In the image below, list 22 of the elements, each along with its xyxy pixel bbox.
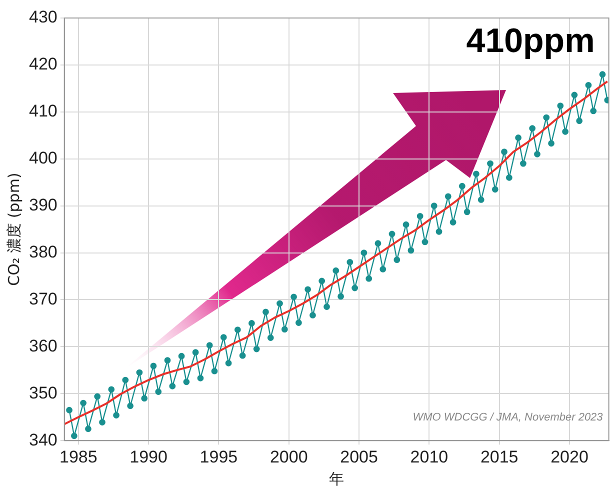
y-tick-label: 400 [28, 148, 58, 168]
x-tick-label: 2015 [480, 447, 518, 466]
x-tick-label: 2020 [550, 447, 588, 466]
annotation: WMO WDCGG / JMA, November 2023 [412, 412, 604, 424]
x-tick-label: 2000 [270, 447, 308, 466]
y-tick-label: 430 [28, 8, 58, 27]
x-tick-label: 1990 [130, 447, 168, 466]
x-tick-label: 1995 [200, 447, 238, 466]
x-tick-label: 2010 [410, 447, 448, 466]
y-tick-label: 350 [28, 383, 58, 402]
y-axis-title: CO₂ 濃度 (ppm) [4, 172, 23, 286]
x-axis-title: 年 [329, 470, 344, 488]
y-tick-label: 340 [28, 430, 58, 450]
y-tick-label: 390 [28, 196, 58, 215]
x-tick-label: 2005 [340, 447, 378, 466]
annotation: 410ppm [466, 22, 595, 60]
y-tick-label: 420 [28, 54, 58, 74]
y-tick-label: 380 [28, 242, 58, 262]
y-tick-label: 360 [28, 336, 58, 356]
y-tick-label: 410 [28, 102, 58, 121]
y-tick-label: 370 [28, 289, 58, 308]
x-tick-label: 1985 [59, 447, 98, 466]
